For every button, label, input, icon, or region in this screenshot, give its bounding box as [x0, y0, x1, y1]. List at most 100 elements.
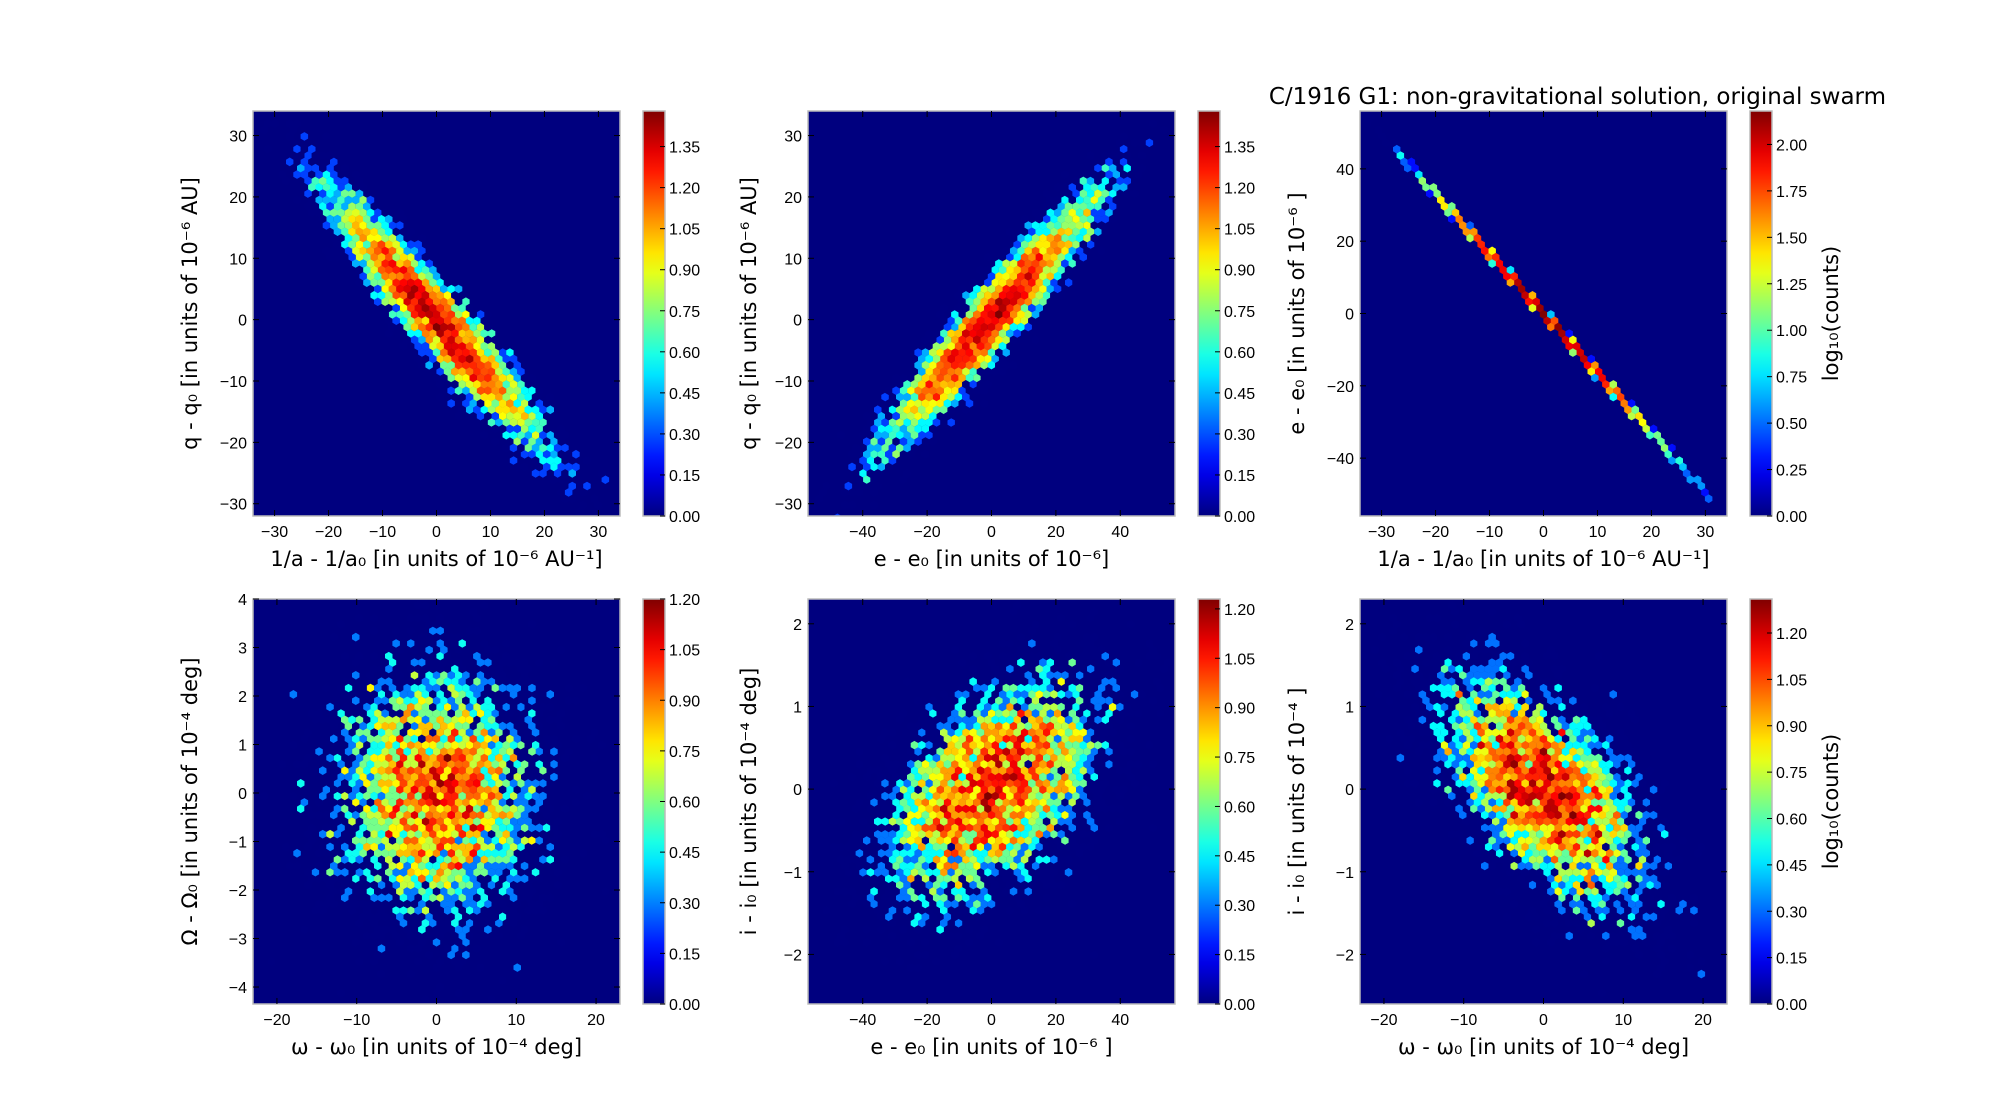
hexbin-cell [954, 842, 963, 852]
hexbin-cell [1539, 798, 1548, 807]
hexbin-cell [947, 804, 955, 814]
hexbin-cell [1160, 125, 1168, 135]
hexbin-cell [1602, 918, 1610, 928]
hexbin-cell [348, 252, 356, 262]
hexbin-cell [454, 861, 463, 871]
hexbin-cell [1561, 709, 1570, 718]
hexbin-cell [462, 297, 470, 306]
hexbin-cell [337, 836, 345, 845]
hexbin-cell [1028, 677, 1036, 686]
hexbin-cell [1591, 848, 1599, 858]
colorbar-tick-label: 0.50 [1776, 416, 1807, 433]
hexbin-cell [517, 664, 525, 674]
hexbin-cell [1554, 861, 1562, 871]
hexbin-cell [531, 456, 540, 465]
hexbin-cell [432, 620, 441, 629]
hexbin-cell [1411, 664, 1419, 674]
hexbin-cell [572, 449, 580, 459]
hexbin-cell [1484, 829, 1493, 839]
hexbin-cell [557, 424, 565, 434]
hexbin-cell [848, 500, 856, 510]
hexbin-cell [484, 721, 492, 731]
hexbin-cell [528, 437, 536, 446]
hexbin-cell [1517, 747, 1526, 756]
hexbin-cell [377, 766, 386, 775]
hexbin-cell [903, 380, 911, 389]
hexbin-cell [1565, 715, 1573, 725]
hexbin-cell [454, 671, 463, 680]
hexbin-cell [370, 880, 378, 890]
hexbin-cell [976, 880, 985, 890]
hexbin-cell [1517, 836, 1526, 845]
hexbin-cell [991, 291, 999, 300]
hexbin-cell [987, 759, 996, 769]
hexbin-cell [407, 329, 415, 338]
hexbin-cell [1006, 715, 1014, 725]
hexbin-cell [374, 284, 382, 294]
hexbin-cell [1561, 861, 1570, 871]
hexbin-cell [910, 880, 919, 890]
hexbin-cell [1565, 341, 1573, 351]
hexbin-cell [366, 759, 375, 769]
hexbin-cell [487, 405, 496, 415]
hexbin-cell [1488, 759, 1496, 769]
hexbin-cell [1108, 189, 1117, 198]
hexbin-cell [1576, 810, 1584, 820]
hexbin-cell [1459, 836, 1467, 845]
hexbin-cell [1042, 906, 1051, 915]
hexbin-cell [1068, 259, 1076, 268]
hexbin-cell [1068, 899, 1076, 909]
hexbin-cell [1602, 804, 1610, 814]
hexbin-cell [462, 310, 470, 319]
hexbin-cell [1013, 842, 1021, 852]
hexbin-cell [528, 874, 536, 883]
hexbin-cell [326, 753, 334, 763]
hexbin-cell [425, 322, 433, 332]
hexbin-cell [1002, 836, 1010, 845]
hexbin-cell [1598, 861, 1606, 871]
hexbin-cell [370, 702, 378, 712]
x-tick-label: −30 [1368, 524, 1395, 541]
hexbin-cell [1013, 303, 1021, 313]
hexbin-cell [1521, 715, 1529, 725]
hexbin-cell [491, 747, 499, 756]
hexbin-cell [1488, 785, 1496, 794]
hexbin-cell [458, 880, 466, 890]
hexbin-cell [392, 906, 400, 915]
hexbin-cell [976, 341, 985, 351]
hexbin-cell [1499, 817, 1507, 826]
hexbin-cell [954, 804, 963, 814]
hexbin-cell [863, 836, 871, 845]
hexbin-cell [487, 728, 496, 737]
hexbin-cell [965, 772, 974, 782]
hexbin-cell [458, 766, 466, 775]
hexbin-cell [396, 887, 404, 896]
hexbin-cell [425, 310, 433, 319]
hexbin-cell [1057, 214, 1065, 224]
hexbin-cell [976, 753, 985, 763]
hexbin-cell [546, 779, 554, 788]
hexbin-cell [509, 855, 518, 864]
hexbin-cell [859, 456, 867, 465]
hexbin-cell [874, 829, 882, 839]
colorbar-tick-label: 0.00 [1224, 509, 1255, 526]
hexbin-cell [918, 405, 926, 415]
hexbin-cell [370, 957, 378, 966]
hexbin-cell [535, 747, 543, 756]
hexbin-cell [899, 475, 908, 484]
hexbin-cell [1550, 779, 1559, 788]
hexbin-cell [539, 766, 547, 775]
hexbin-cell [1477, 804, 1485, 814]
hexbin-cell [1035, 740, 1043, 750]
hexbin-cell [436, 613, 444, 623]
hexbin-cell [289, 138, 298, 148]
hexbin-cell [1083, 221, 1091, 230]
hexbin-cell [995, 696, 1003, 705]
hexbin-cell [1635, 823, 1643, 833]
hexbin-cell [330, 195, 338, 205]
hexbin-cell [1035, 214, 1043, 224]
hexbin-cell [965, 709, 974, 718]
hexbin-cell [877, 912, 886, 922]
hexbin-cell [385, 651, 393, 661]
x-tick-label: 30 [590, 524, 608, 541]
